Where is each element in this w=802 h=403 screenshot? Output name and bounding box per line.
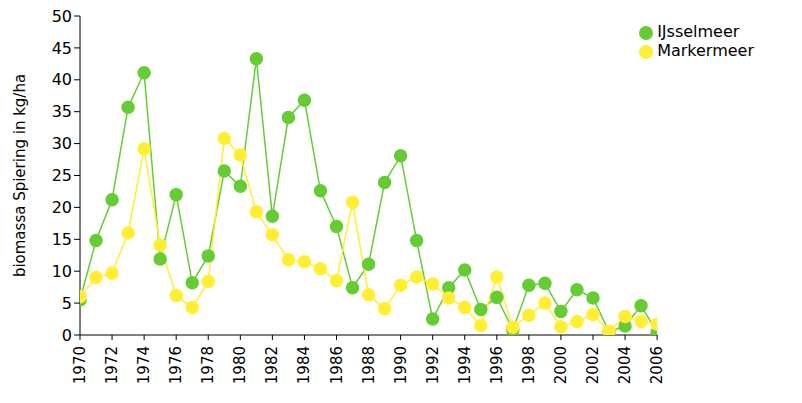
svg-text:1978: 1978 bbox=[199, 346, 217, 384]
svg-text:1972: 1972 bbox=[103, 346, 121, 384]
svg-text:2006: 2006 bbox=[648, 346, 666, 384]
svg-text:1982: 1982 bbox=[263, 346, 281, 384]
svg-text:1976: 1976 bbox=[167, 346, 185, 384]
svg-text:2004: 2004 bbox=[616, 346, 634, 384]
svg-text:5: 5 bbox=[62, 294, 72, 313]
svg-text:10: 10 bbox=[52, 262, 72, 281]
svg-text:0: 0 bbox=[62, 326, 72, 345]
svg-text:45: 45 bbox=[52, 39, 72, 58]
svg-text:50: 50 bbox=[52, 8, 72, 26]
svg-text:1986: 1986 bbox=[328, 346, 346, 384]
svg-text:35: 35 bbox=[52, 102, 72, 121]
svg-text:1974: 1974 bbox=[135, 346, 153, 384]
svg-text:1988: 1988 bbox=[360, 346, 378, 384]
svg-text:2000: 2000 bbox=[552, 346, 570, 384]
svg-text:30: 30 bbox=[52, 134, 72, 153]
svg-text:1992: 1992 bbox=[424, 346, 442, 384]
svg-text:1990: 1990 bbox=[392, 346, 410, 384]
svg-text:1994: 1994 bbox=[456, 346, 474, 384]
svg-text:1998: 1998 bbox=[520, 346, 538, 384]
svg-text:15: 15 bbox=[52, 230, 72, 249]
svg-text:1980: 1980 bbox=[231, 346, 249, 384]
html-text:IJsselmeer: IJsselmeer bbox=[657, 22, 740, 41]
svg-text:25: 25 bbox=[52, 166, 72, 185]
html-text:Markermeer: Markermeer bbox=[657, 41, 754, 60]
svg-text:biomassa Spiering in kg/ha: biomassa Spiering in kg/ha bbox=[11, 74, 29, 277]
svg-text:1984: 1984 bbox=[295, 346, 313, 384]
svg-text:1970: 1970 bbox=[71, 346, 89, 384]
svg-text:40: 40 bbox=[52, 70, 72, 89]
svg-text:2002: 2002 bbox=[584, 346, 602, 384]
svg-text:1996: 1996 bbox=[488, 346, 506, 384]
svg-text:20: 20 bbox=[52, 198, 72, 217]
